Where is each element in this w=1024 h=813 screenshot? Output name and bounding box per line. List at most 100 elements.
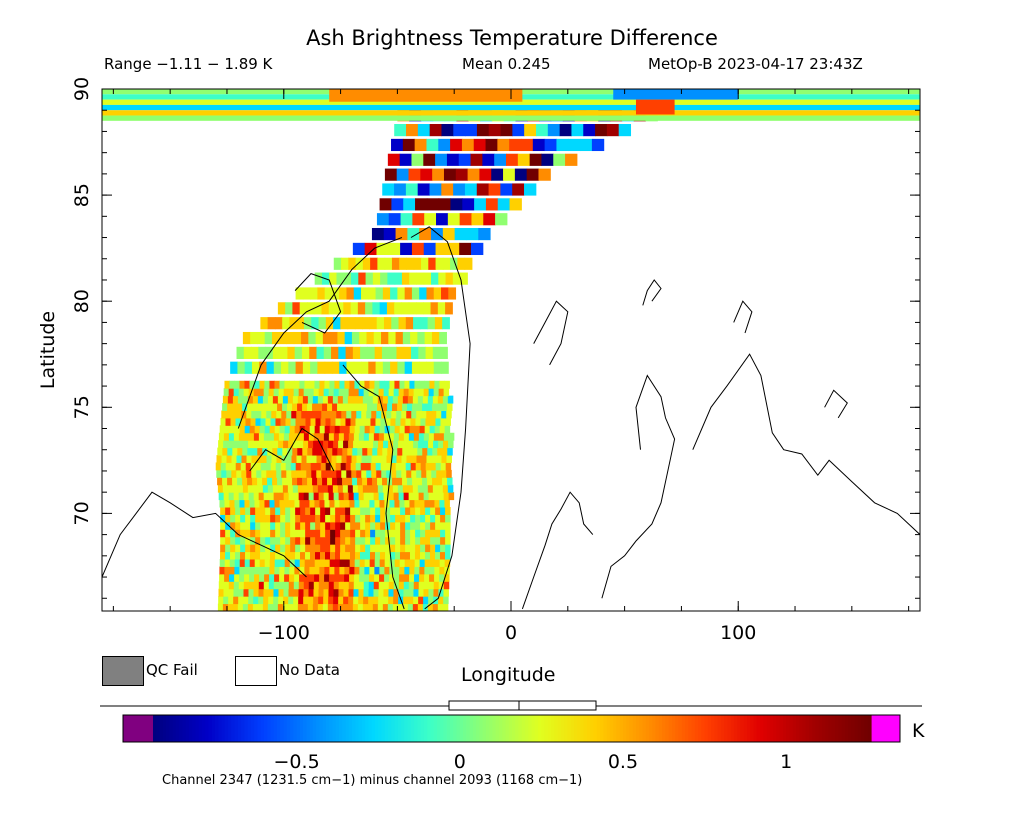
swath-cell xyxy=(447,447,453,456)
swath-cell xyxy=(438,581,445,590)
swath-cell xyxy=(315,551,321,560)
swath-cell xyxy=(368,596,374,605)
swath-cell xyxy=(404,287,413,300)
swath-cell xyxy=(407,484,414,493)
swath-cell xyxy=(389,380,395,389)
swath-cell xyxy=(434,425,441,434)
swath-cell xyxy=(410,536,416,545)
swath-cell xyxy=(485,138,498,152)
swath-cell xyxy=(243,588,249,597)
swath-cell xyxy=(389,499,395,508)
swath-cell xyxy=(290,551,296,560)
colorbar-segment xyxy=(835,715,839,742)
swath-cell xyxy=(409,551,416,560)
swath-cell xyxy=(391,257,400,270)
swath-cell xyxy=(244,361,253,374)
swath-cell xyxy=(438,440,444,449)
colorbar-segment xyxy=(234,715,239,742)
swath-cell xyxy=(267,477,273,486)
swath-cell xyxy=(392,447,398,456)
swath-cell xyxy=(390,544,396,553)
swath-cell xyxy=(445,544,451,553)
swath-cell xyxy=(435,514,441,523)
colorbar-segment xyxy=(613,715,618,742)
swath-cell xyxy=(370,417,376,426)
swath-cell xyxy=(396,346,405,359)
swath-cell xyxy=(323,388,330,397)
swath-cell xyxy=(262,484,269,493)
swath-cell xyxy=(355,521,361,530)
swath-cell xyxy=(434,499,440,508)
swath-cell xyxy=(380,514,386,523)
swath-cell xyxy=(374,573,380,582)
swath-cell xyxy=(247,447,253,456)
swath-cell xyxy=(447,213,461,226)
swath-cell xyxy=(441,469,447,478)
swath-cell xyxy=(312,403,318,411)
swath-cell xyxy=(375,536,381,545)
swath-cell xyxy=(491,168,504,181)
swath-cell xyxy=(351,410,357,419)
swath-cell xyxy=(331,287,340,300)
colorbar-segment xyxy=(662,715,666,742)
swath-cell xyxy=(427,395,434,404)
colorbar-tick-label: 0.5 xyxy=(608,751,638,773)
swath-cell xyxy=(328,432,335,441)
colorbar-segment xyxy=(525,715,529,742)
swath-cell xyxy=(297,603,304,611)
swath-cell xyxy=(299,380,305,389)
swath-cell xyxy=(232,447,238,456)
swath-cell xyxy=(259,566,265,575)
swath-cell xyxy=(387,484,394,493)
swath-cell xyxy=(228,581,235,590)
swath-cell xyxy=(420,507,426,515)
swath-cell xyxy=(264,380,270,389)
swath-cell xyxy=(272,403,278,411)
swath-cell xyxy=(408,588,414,597)
colorbar-segment xyxy=(590,715,595,742)
swath-cell xyxy=(240,514,246,523)
colorbar-segment xyxy=(306,715,311,742)
swath-cell xyxy=(337,403,343,411)
swath-cell xyxy=(268,596,274,605)
swath-cell xyxy=(447,477,453,486)
swath-cell xyxy=(354,380,360,389)
swath-cell xyxy=(403,581,410,590)
swath-cell xyxy=(363,388,370,397)
swath-cell xyxy=(412,603,419,611)
swath-cell xyxy=(239,566,245,575)
swath-cell xyxy=(411,287,420,300)
swath-cell xyxy=(343,581,350,590)
swath-cell xyxy=(370,507,376,515)
swath-cell xyxy=(361,455,367,463)
swath-cell xyxy=(273,361,282,374)
swath-cell xyxy=(343,596,349,605)
swath-cell xyxy=(328,302,337,315)
swath-cell xyxy=(321,469,327,478)
swath-cell xyxy=(346,410,352,419)
swath-cell xyxy=(410,507,416,515)
colorbar-segment xyxy=(329,715,334,742)
swath-cell xyxy=(391,410,397,419)
swath-cell xyxy=(271,455,278,463)
swath-cell xyxy=(432,484,439,493)
swath-cell xyxy=(397,361,406,374)
swath-cell xyxy=(455,168,469,181)
swath-cell xyxy=(378,588,384,597)
swath-cell xyxy=(263,440,269,449)
swath-cell xyxy=(512,124,525,137)
swath-cell xyxy=(278,596,284,605)
swath-cell xyxy=(411,242,425,256)
swath-cell xyxy=(292,484,299,493)
swath-cell xyxy=(357,403,363,411)
swath-cell xyxy=(427,317,436,330)
swath-cell xyxy=(233,440,239,449)
swath-cell xyxy=(384,573,390,582)
swath-cell xyxy=(317,395,324,404)
swath-cell xyxy=(432,603,439,611)
swath-cell xyxy=(274,425,281,434)
swath-cell xyxy=(381,469,387,478)
swath-cell xyxy=(219,573,225,582)
colorbar-segment xyxy=(684,715,689,742)
swath-cell xyxy=(302,403,308,411)
